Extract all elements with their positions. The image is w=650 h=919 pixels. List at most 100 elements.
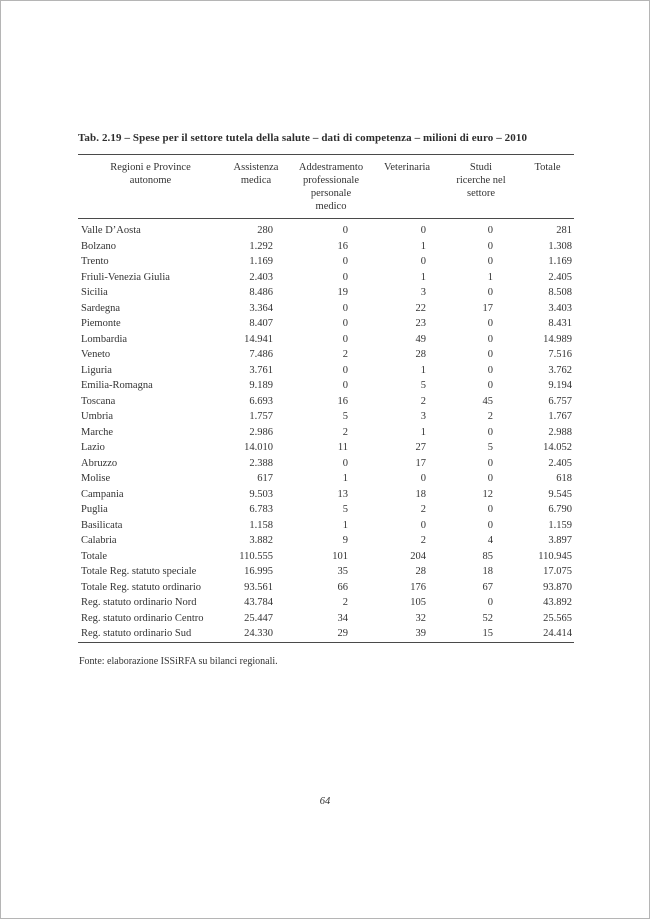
totale-value: 1.169	[548, 256, 572, 268]
veterinaria-value: 1	[420, 271, 426, 283]
assistenza-medica-value: 9.503	[249, 488, 273, 500]
veterinaria-value: 0	[420, 473, 426, 485]
region-label: Umbria	[81, 411, 114, 423]
addestramento-value: 5	[342, 504, 348, 516]
table-row: Marche 2.986 2 1 0 2.988	[78, 425, 574, 441]
table-row: Abruzzo 2.388 0 17 0 2.405	[78, 456, 574, 472]
addestramento-value: 66	[337, 581, 349, 593]
addestramento-value: 0	[342, 457, 348, 469]
assistenza-medica-value: 9.189	[249, 380, 273, 392]
totale-value: 7.516	[548, 349, 572, 361]
totale-value: 14.989	[543, 333, 572, 345]
veterinaria-value: 18	[415, 488, 427, 500]
table-row: Umbria 1.757 5 3 2 1.767	[78, 409, 574, 425]
studi-ricerche-value: 0	[487, 519, 493, 531]
region-label: Friuli-Venezia Giulia	[81, 271, 170, 283]
assistenza-medica-value: 14.941	[244, 333, 273, 345]
table-title: Tab. 2.19 – Spese per il settore tutela …	[78, 132, 528, 144]
table-row: Emilia-Romagna 9.189 0 5 0 9.194	[78, 378, 574, 394]
veterinaria-value: 0	[420, 519, 426, 531]
source-note: Fonte: elaborazione ISSiRFA su bilanci r…	[79, 655, 278, 667]
assistenza-medica-value: 16.995	[244, 566, 273, 578]
assistenza-medica-value: 93.561	[244, 581, 273, 593]
studi-ricerche-value: 0	[487, 504, 493, 516]
column-header-studi-ricerche: Studi ricerche nel settore	[441, 154, 521, 219]
veterinaria-value: 2	[420, 504, 426, 516]
table-row: Totale 110.555 101 204 85 110.945	[78, 549, 574, 565]
veterinaria-value: 32	[415, 612, 427, 624]
region-label: Basilicata	[81, 519, 123, 531]
addestramento-value: 9	[342, 535, 348, 547]
table-row: Reg. statuto ordinario Sud 24.330 29 39 …	[78, 626, 574, 642]
region-label: Reg. statuto ordinario Nord	[81, 597, 197, 609]
column-header-assistenza-medica: Assistenza medica	[223, 154, 289, 219]
addestramento-value: 0	[342, 302, 348, 314]
addestramento-value: 11	[337, 442, 348, 454]
table-row: Sardegna 3.364 0 22 17 3.403	[78, 301, 574, 317]
totale-value: 1.308	[548, 240, 572, 252]
studi-ricerche-value: 1	[487, 271, 493, 283]
table-row: Molise 617 1 0 0 618	[78, 471, 574, 487]
data-table: Regioni e Province autonome Assistenza m…	[78, 154, 574, 643]
region-label: Abruzzo	[81, 457, 118, 469]
studi-ricerche-value: 0	[487, 426, 493, 438]
studi-ricerche-value: 45	[482, 395, 494, 407]
region-label: Valle D’Aosta	[81, 225, 141, 237]
region-label: Marche	[81, 426, 114, 438]
addestramento-value: 35	[337, 566, 349, 578]
region-label: Piemonte	[81, 318, 121, 330]
studi-ricerche-value: 2	[487, 411, 493, 423]
addestramento-value: 0	[342, 256, 348, 268]
studi-ricerche-value: 5	[487, 442, 493, 454]
studi-ricerche-value: 0	[487, 349, 493, 361]
region-label: Toscana	[81, 395, 116, 407]
assistenza-medica-value: 8.407	[249, 318, 273, 330]
table-row: Valle D’Aosta 280 0 0 0 281	[78, 219, 574, 239]
veterinaria-value: 3	[420, 411, 426, 423]
veterinaria-value: 105	[410, 597, 426, 609]
assistenza-medica-value: 280	[257, 225, 273, 237]
totale-value: 24.414	[543, 628, 572, 640]
veterinaria-value: 2	[420, 535, 426, 547]
veterinaria-value: 22	[415, 302, 427, 314]
addestramento-value: 29	[337, 628, 349, 640]
table-row: Veneto 7.486 2 28 0 7.516	[78, 347, 574, 363]
veterinaria-value: 39	[415, 628, 427, 640]
addestramento-value: 16	[337, 240, 349, 252]
addestramento-value: 34	[337, 612, 349, 624]
region-label: Veneto	[81, 349, 111, 361]
assistenza-medica-value: 3.364	[249, 302, 273, 314]
addestramento-value: 101	[332, 550, 348, 562]
totale-value: 1.767	[548, 411, 572, 423]
assistenza-medica-value: 7.486	[249, 349, 273, 361]
table-row: Basilicata 1.158 1 0 0 1.159	[78, 518, 574, 534]
table-row: Liguria 3.761 0 1 0 3.762	[78, 363, 574, 379]
veterinaria-value: 0	[420, 225, 426, 237]
veterinaria-value: 1	[420, 426, 426, 438]
addestramento-value: 0	[342, 333, 348, 345]
assistenza-medica-value: 43.784	[244, 597, 273, 609]
table-row: Totale Reg. statuto speciale 16.995 35 2…	[78, 564, 574, 580]
column-header-totale: Totale	[521, 154, 574, 219]
assistenza-medica-value: 3.882	[249, 535, 273, 547]
table-row: Calabria 3.882 9 2 4 3.897	[78, 533, 574, 549]
region-label: Sicilia	[81, 287, 108, 299]
veterinaria-value: 28	[415, 566, 427, 578]
table-row: Campania 9.503 13 18 12 9.545	[78, 487, 574, 503]
addestramento-value: 2	[342, 349, 348, 361]
assistenza-medica-value: 1.292	[249, 240, 273, 252]
studi-ricerche-value: 0	[487, 597, 493, 609]
studi-ricerche-value: 0	[487, 225, 493, 237]
studi-ricerche-value: 0	[487, 318, 493, 330]
table-block: Tab. 2.19 – Spese per il settore tutela …	[78, 132, 574, 667]
assistenza-medica-value: 1.158	[249, 519, 273, 531]
assistenza-medica-value: 617	[257, 473, 273, 485]
column-header-addestramento: Addestramento professionale personale me…	[289, 154, 373, 219]
table-row: Reg. statuto ordinario Centro 25.447 34 …	[78, 611, 574, 627]
totale-value: 43.892	[543, 597, 572, 609]
table-row: Reg. statuto ordinario Nord 43.784 2 105…	[78, 595, 574, 611]
veterinaria-value: 2	[420, 395, 426, 407]
studi-ricerche-value: 0	[487, 240, 493, 252]
region-label: Campania	[81, 488, 124, 500]
